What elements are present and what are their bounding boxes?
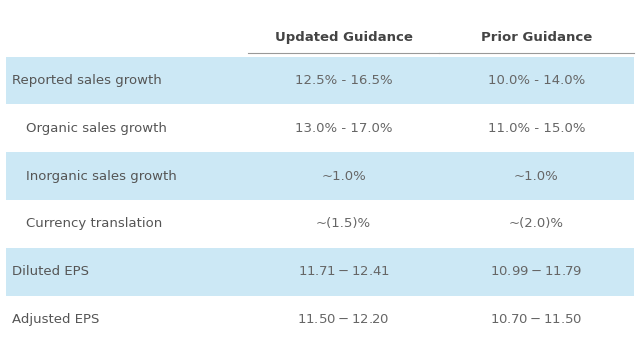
Text: 12.5% - 16.5%: 12.5% - 16.5%	[294, 74, 392, 87]
Text: ~(1.5)%: ~(1.5)%	[316, 217, 371, 230]
Text: Reported sales growth: Reported sales growth	[12, 74, 161, 87]
FancyBboxPatch shape	[6, 57, 634, 104]
Text: Updated Guidance: Updated Guidance	[275, 31, 412, 44]
Text: $10.70 - $11.50: $10.70 - $11.50	[490, 313, 582, 326]
Text: Currency translation: Currency translation	[26, 217, 162, 230]
Text: Organic sales growth: Organic sales growth	[26, 122, 166, 135]
FancyBboxPatch shape	[6, 104, 634, 152]
Text: ~1.0%: ~1.0%	[321, 170, 366, 183]
Text: Adjusted EPS: Adjusted EPS	[12, 313, 99, 326]
Text: $11.71 - $12.41: $11.71 - $12.41	[298, 265, 390, 278]
FancyBboxPatch shape	[6, 248, 634, 296]
Text: 11.0% - 15.0%: 11.0% - 15.0%	[488, 122, 585, 135]
Text: ~1.0%: ~1.0%	[514, 170, 559, 183]
Text: Prior Guidance: Prior Guidance	[481, 31, 592, 44]
Text: ~(2.0)%: ~(2.0)%	[509, 217, 564, 230]
Text: Diluted EPS: Diluted EPS	[12, 265, 88, 278]
Text: 10.0% - 14.0%: 10.0% - 14.0%	[488, 74, 585, 87]
FancyBboxPatch shape	[6, 152, 634, 200]
Text: $11.50 - $12.20: $11.50 - $12.20	[298, 313, 390, 326]
Text: Inorganic sales growth: Inorganic sales growth	[26, 170, 177, 183]
Text: $10.99 - $11.79: $10.99 - $11.79	[490, 265, 582, 278]
FancyBboxPatch shape	[6, 296, 634, 343]
Text: 13.0% - 17.0%: 13.0% - 17.0%	[295, 122, 392, 135]
FancyBboxPatch shape	[6, 200, 634, 248]
